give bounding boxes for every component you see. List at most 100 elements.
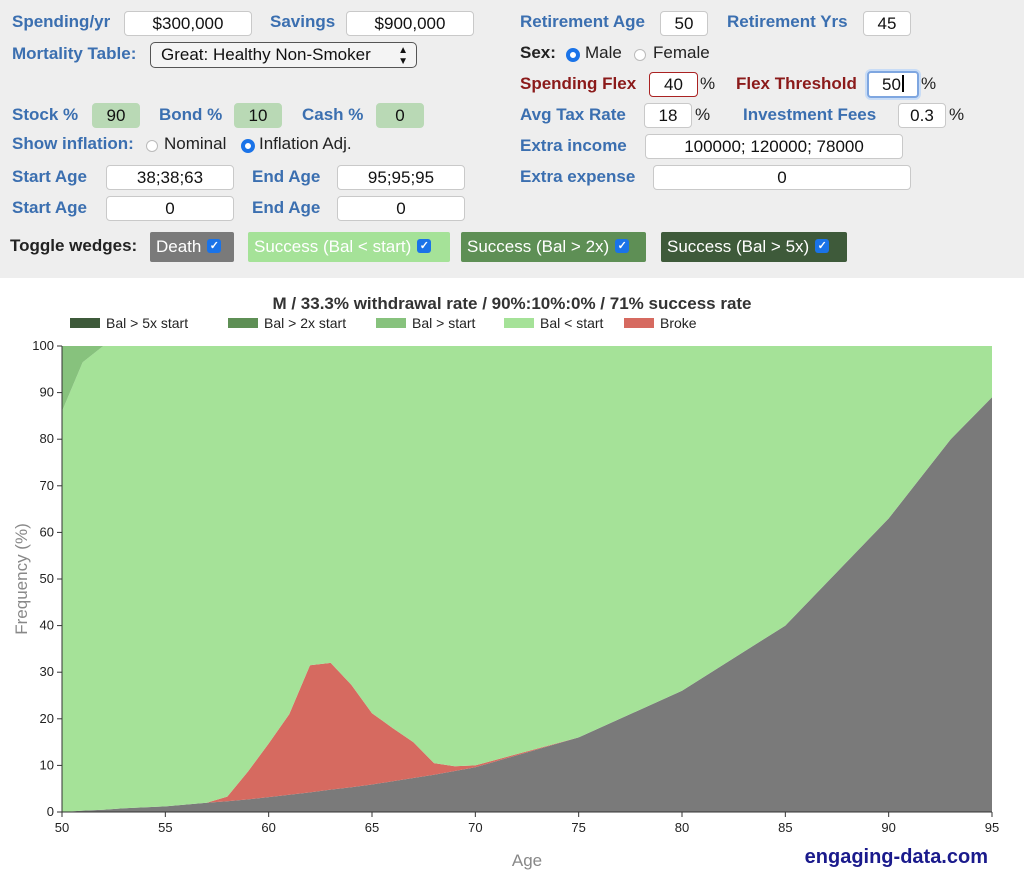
retirement-yrs-label: Retirement Yrs — [727, 12, 848, 31]
cash-input[interactable]: 0 — [376, 103, 424, 128]
avg-tax-label: Avg Tax Rate — [520, 105, 626, 124]
flex-threshold-input[interactable]: 50 — [867, 71, 919, 98]
end-age-input-1[interactable]: 95;95;95 — [337, 165, 465, 190]
savings-label: Savings — [270, 12, 336, 31]
inflation-nominal-label: Nominal — [164, 134, 227, 153]
legend-swatch-bal-2x — [228, 318, 258, 328]
wedge-success-start-label: Success (Bal < start) — [254, 237, 412, 256]
wedge-toggle-success-5x[interactable]: Success (Bal > 5x) ✓ — [661, 232, 847, 262]
x-tick-label: 50 — [55, 820, 69, 835]
legend-bal-2x: Bal > 2x start — [228, 315, 346, 331]
stock-input[interactable]: 90 — [92, 103, 140, 128]
start-age-label-2: Start Age — [12, 198, 87, 217]
area-broke — [62, 397, 992, 812]
x-tick-label: 75 — [571, 820, 585, 835]
checkbox-checked-icon[interactable]: ✓ — [815, 239, 830, 253]
y-tick-label: 40 — [40, 618, 54, 633]
cash-label: Cash % — [302, 105, 364, 124]
legend-broke: Broke — [624, 315, 697, 331]
checkbox-checked-icon[interactable]: ✓ — [417, 239, 432, 253]
flex-threshold-label: Flex Threshold — [736, 74, 857, 93]
y-tick-label: 90 — [40, 385, 54, 400]
legend-label-bal-5x: Bal > 5x start — [106, 315, 189, 331]
fees-input[interactable]: 0.3 — [898, 103, 946, 128]
mortality-select[interactable]: Great: Healthy Non-Smoker ▲ ▼ — [150, 42, 417, 68]
retirement-yrs-input[interactable]: 45 — [863, 11, 911, 36]
sex-female-label: Female — [653, 43, 710, 62]
start-age-input-1[interactable]: 38;38;63 — [106, 165, 234, 190]
avg-tax-pct: % — [695, 105, 711, 124]
spending-flex-label: Spending Flex — [520, 74, 637, 93]
legend-label-bal-start: Bal > start — [412, 315, 476, 331]
x-tick-label: 95 — [985, 820, 999, 835]
sex-female-radio[interactable] — [634, 49, 646, 61]
wedge-toggle-success-2x[interactable]: Success (Bal > 2x) ✓ — [461, 232, 646, 262]
spending-input[interactable]: $300,000 — [124, 11, 252, 36]
legend-swatch-bal-5x — [70, 318, 100, 328]
select-arrows-icon: ▲ ▼ — [398, 45, 408, 67]
legend-label-bal-2x: Bal > 2x start — [264, 315, 347, 331]
y-axis-label: Frequency (%) — [12, 523, 31, 634]
x-tick-label: 85 — [778, 820, 792, 835]
y-tick-label: 80 — [40, 431, 54, 446]
y-tick-label: 100 — [32, 338, 54, 353]
fees-pct: % — [949, 105, 965, 124]
extra-income-label: Extra income — [520, 136, 627, 155]
y-tick-label: 0 — [47, 804, 54, 819]
avg-tax-input[interactable]: 18 — [644, 103, 692, 128]
y-tick-label: 70 — [40, 478, 54, 493]
savings-input[interactable]: $900,000 — [346, 11, 474, 36]
wedge-toggle-death[interactable]: Death ✓ — [150, 232, 234, 262]
bond-label: Bond % — [159, 105, 223, 124]
legend-label-bal-lt-start: Bal < start — [540, 315, 604, 331]
flex-threshold-value: 50 — [882, 75, 901, 94]
x-tick-label: 55 — [158, 820, 172, 835]
end-age-label-2: End Age — [252, 198, 321, 217]
spending-label: Spending/yr — [12, 12, 111, 31]
retirement-age-label: Retirement Age — [520, 12, 646, 31]
y-tick-label: 50 — [40, 571, 54, 586]
x-tick-label: 90 — [881, 820, 895, 835]
sex-male-radio[interactable] — [566, 48, 580, 62]
x-tick-label: 80 — [675, 820, 689, 835]
end-age-input-2[interactable]: 0 — [337, 196, 465, 221]
legend-swatch-broke — [624, 318, 654, 328]
mortality-select-value: Great: Healthy Non-Smoker — [161, 45, 371, 64]
checkbox-checked-icon[interactable]: ✓ — [615, 239, 630, 253]
inflation-nominal-radio[interactable] — [146, 140, 158, 152]
wedge-toggle-success-start[interactable]: Success (Bal < start) ✓ — [248, 232, 450, 262]
stock-label: Stock % — [12, 105, 79, 124]
x-axis-label: Age — [512, 851, 542, 870]
extra-expense-input[interactable]: 0 — [653, 165, 911, 190]
x-tick-label: 65 — [365, 820, 379, 835]
inflation-adj-radio[interactable] — [241, 139, 255, 153]
brand-link[interactable]: engaging-data.com — [804, 846, 988, 868]
legend-label-broke: Broke — [660, 315, 697, 331]
wedge-success-2x-label: Success (Bal > 2x) — [467, 237, 610, 256]
flex-threshold-pct: % — [921, 74, 937, 93]
sex-label: Sex: — [520, 43, 556, 62]
spending-flex-input[interactable]: 40 — [649, 72, 698, 97]
legend-bal-start: Bal > start — [376, 315, 475, 331]
legend-bal-5x: Bal > 5x start — [70, 315, 188, 331]
start-age-label-1: Start Age — [12, 167, 87, 186]
start-age-input-2[interactable]: 0 — [106, 196, 234, 221]
end-age-label-1: End Age — [252, 167, 321, 186]
inflation-label: Show inflation: — [12, 134, 134, 153]
area-bal-lt-start — [62, 346, 992, 812]
legend-swatch-bal-lt-start — [504, 318, 534, 328]
retirement-age-input[interactable]: 50 — [660, 11, 708, 36]
extra-expense-label: Extra expense — [520, 167, 636, 186]
area-death — [62, 397, 992, 812]
mortality-label: Mortality Table: — [12, 44, 137, 63]
bond-input[interactable]: 10 — [234, 103, 282, 128]
extra-income-input[interactable]: 100000; 120000; 78000 — [645, 134, 903, 159]
chart-title: M / 33.3% withdrawal rate / 90%:10%:0% /… — [272, 294, 752, 313]
x-tick-label: 70 — [468, 820, 482, 835]
inflation-adj-label: Inflation Adj. — [259, 134, 352, 153]
legend-bal-lt-start: Bal < start — [504, 315, 603, 331]
spending-flex-pct: % — [700, 74, 716, 93]
checkbox-checked-icon[interactable]: ✓ — [207, 239, 222, 253]
y-tick-label: 30 — [40, 664, 54, 679]
